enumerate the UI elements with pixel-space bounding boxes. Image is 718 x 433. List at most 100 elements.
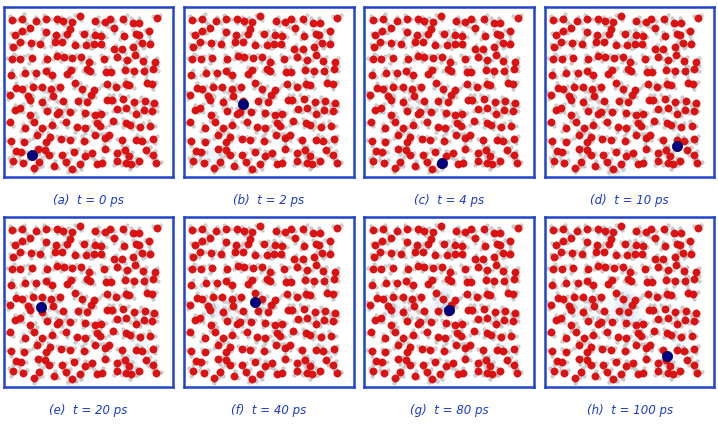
Point bbox=[593, 165, 605, 172]
Point bbox=[51, 106, 62, 113]
Point bbox=[375, 315, 386, 322]
Point bbox=[651, 154, 662, 161]
Point bbox=[561, 82, 572, 89]
Point bbox=[683, 320, 694, 326]
Point bbox=[65, 67, 77, 74]
Point bbox=[640, 334, 651, 341]
Point bbox=[477, 162, 489, 169]
Point bbox=[666, 81, 678, 88]
Point bbox=[297, 372, 309, 379]
Point bbox=[393, 163, 405, 170]
Point bbox=[277, 365, 289, 372]
Point bbox=[38, 253, 50, 260]
Point bbox=[551, 148, 563, 155]
Point bbox=[279, 340, 291, 347]
Point bbox=[119, 151, 131, 158]
Point bbox=[469, 290, 480, 297]
Point bbox=[122, 93, 134, 100]
Point bbox=[465, 68, 477, 75]
Point bbox=[199, 221, 210, 228]
Point bbox=[236, 242, 247, 249]
Point bbox=[27, 134, 39, 141]
Point bbox=[277, 155, 289, 162]
Point bbox=[667, 267, 679, 274]
Point bbox=[289, 371, 300, 378]
Point bbox=[34, 151, 45, 158]
Point bbox=[662, 267, 673, 274]
Point bbox=[576, 20, 587, 27]
Point bbox=[373, 42, 384, 49]
Point bbox=[505, 36, 516, 43]
Point bbox=[508, 13, 519, 20]
Point bbox=[368, 261, 380, 268]
Point bbox=[210, 228, 222, 235]
Point bbox=[368, 158, 379, 165]
Point bbox=[499, 68, 510, 74]
Point bbox=[244, 22, 256, 29]
Point bbox=[19, 139, 30, 146]
Point bbox=[607, 264, 619, 271]
Point bbox=[64, 232, 75, 239]
Point bbox=[206, 289, 218, 296]
Point bbox=[401, 149, 412, 155]
Point bbox=[65, 109, 76, 116]
Point bbox=[37, 59, 49, 66]
Point bbox=[656, 302, 667, 309]
Point bbox=[134, 229, 145, 236]
Point bbox=[567, 289, 579, 296]
Point bbox=[429, 247, 440, 254]
Point bbox=[185, 12, 196, 19]
Point bbox=[435, 222, 447, 229]
Point bbox=[298, 325, 309, 332]
Point bbox=[124, 108, 136, 115]
Point bbox=[207, 68, 218, 74]
Point bbox=[378, 159, 390, 166]
Point bbox=[648, 318, 660, 325]
Point bbox=[238, 29, 249, 36]
Point bbox=[601, 245, 612, 252]
Point bbox=[607, 165, 619, 172]
Point bbox=[22, 93, 33, 100]
Point bbox=[202, 238, 213, 245]
Point bbox=[256, 268, 267, 275]
Point bbox=[440, 339, 452, 346]
Point bbox=[15, 136, 27, 142]
Point bbox=[452, 370, 464, 377]
Point bbox=[572, 324, 584, 331]
Point bbox=[377, 27, 388, 34]
Point bbox=[81, 308, 93, 315]
Point bbox=[583, 72, 595, 79]
Point bbox=[433, 145, 444, 152]
Point bbox=[387, 92, 398, 99]
Point bbox=[57, 38, 68, 45]
Point bbox=[38, 221, 50, 228]
Point bbox=[110, 99, 121, 106]
Point bbox=[602, 149, 613, 156]
Point bbox=[572, 280, 583, 287]
Point bbox=[147, 345, 159, 352]
Point bbox=[111, 359, 123, 366]
Point bbox=[605, 261, 616, 268]
Point bbox=[297, 352, 309, 359]
Point bbox=[472, 49, 483, 56]
Point bbox=[19, 88, 31, 95]
Point bbox=[414, 108, 426, 115]
Point bbox=[449, 71, 460, 78]
Point bbox=[663, 93, 674, 100]
Point bbox=[269, 269, 280, 276]
Point bbox=[110, 154, 121, 161]
Point bbox=[658, 137, 669, 144]
Point bbox=[407, 71, 419, 78]
Point bbox=[557, 237, 569, 244]
Point bbox=[151, 103, 163, 110]
Point bbox=[401, 347, 413, 354]
Point bbox=[488, 27, 500, 34]
Point bbox=[245, 109, 256, 116]
Point bbox=[68, 294, 80, 301]
Point bbox=[388, 366, 400, 373]
Point bbox=[302, 142, 313, 149]
Point bbox=[310, 123, 322, 129]
Point bbox=[258, 241, 270, 248]
Point bbox=[314, 242, 325, 249]
Point bbox=[261, 65, 273, 72]
